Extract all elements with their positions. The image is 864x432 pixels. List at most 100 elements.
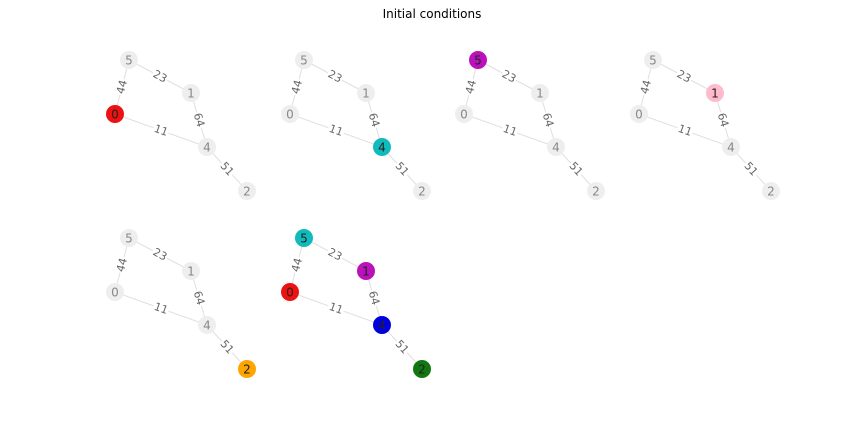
edge-weight-label: 11 [501, 122, 519, 139]
node-label: 4 [727, 141, 735, 155]
node-2 [587, 182, 605, 200]
edge-label-background [325, 245, 345, 264]
edge-weight-label: 44 [114, 79, 130, 96]
edge-label-background [365, 110, 383, 130]
edge-label-background [392, 337, 412, 357]
edge-label-background [151, 300, 171, 317]
edge-label-background [365, 288, 383, 308]
edge-label-background [217, 337, 237, 357]
node-label: 5 [300, 232, 308, 246]
edge-label-background [289, 255, 305, 275]
edge-label-background [114, 255, 130, 275]
node-4 [547, 138, 565, 156]
node-0 [281, 105, 299, 123]
node-2 [238, 182, 256, 200]
node-label: 1 [711, 87, 719, 101]
node-1 [357, 84, 375, 102]
edge-label-background [150, 245, 170, 264]
edge-weight-label: 44 [289, 79, 305, 96]
node-0 [106, 283, 124, 301]
edge-label-background [500, 122, 520, 139]
node-2 [238, 360, 256, 378]
node-label: 0 [286, 286, 294, 300]
node-4 [722, 138, 740, 156]
node-0 [281, 283, 299, 301]
edge-weight-label: 64 [366, 111, 382, 128]
edge-label-background [151, 122, 171, 139]
node-1 [706, 84, 724, 102]
node-5 [120, 229, 138, 247]
node-2 [413, 182, 431, 200]
edge-label-background [741, 159, 761, 179]
node-label: 0 [460, 108, 468, 122]
edge-label-background [539, 110, 557, 130]
node-0 [455, 105, 473, 123]
edge-label-background [150, 67, 170, 86]
edge-weight-label: 64 [191, 111, 207, 128]
edge-weight-label: 11 [676, 122, 694, 139]
edge-weight-label: 64 [366, 289, 382, 306]
node-label: 1 [187, 265, 195, 279]
edge-weight-label: 44 [638, 79, 654, 96]
node-label: 0 [111, 108, 119, 122]
edge-label-background [675, 122, 695, 139]
node-4 [373, 316, 391, 334]
node-label: 0 [635, 108, 643, 122]
node-5 [295, 229, 313, 247]
edge-weight-label: 11 [152, 122, 170, 139]
node-label: 4 [552, 141, 560, 155]
edge-weight-label: 11 [152, 300, 170, 317]
node-1 [182, 84, 200, 102]
node-5 [120, 51, 138, 69]
node-4 [373, 138, 391, 156]
node-label: 5 [649, 54, 657, 68]
node-label: 2 [243, 363, 251, 377]
node-4 [198, 316, 216, 334]
edge-weight-label: 23 [675, 67, 693, 85]
edge-weight-label: 23 [151, 67, 169, 85]
node-2 [762, 182, 780, 200]
edge-label-background [289, 77, 305, 97]
edge-label-background [392, 159, 412, 179]
node-label: 1 [362, 265, 370, 279]
edge-label-background [217, 159, 237, 179]
edge-weight-label: 44 [289, 257, 305, 274]
node-label: 4 [203, 319, 211, 333]
node-label: 1 [362, 87, 370, 101]
node-label: 2 [243, 185, 251, 199]
edge-label-background [325, 67, 345, 86]
node-1 [357, 262, 375, 280]
edge-label-background [566, 159, 586, 179]
edge-weight-label: 11 [327, 300, 345, 317]
edge-weight-label: 44 [114, 257, 130, 274]
node-0 [106, 105, 124, 123]
node-label: 4 [203, 141, 211, 155]
edge-label-background [326, 122, 346, 139]
edge-weight-label: 64 [715, 111, 731, 128]
edge-weight-label: 23 [500, 67, 518, 85]
node-1 [182, 262, 200, 280]
node-4 [198, 138, 216, 156]
edge-weight-label: 23 [326, 245, 344, 263]
node-label: 5 [125, 232, 133, 246]
edge-weight-label: 64 [191, 289, 207, 306]
edge-label-background [190, 110, 208, 130]
node-label: 2 [592, 185, 600, 199]
node-label: 2 [418, 185, 426, 199]
node-label: 4 [378, 319, 386, 333]
edge-label-background [714, 110, 732, 130]
edge-weight-label: 11 [327, 122, 345, 139]
edge-weight-label: 44 [463, 79, 479, 96]
edge-label-background [190, 288, 208, 308]
node-2 [413, 360, 431, 378]
figure-title: Initial conditions [382, 7, 482, 21]
node-label: 2 [767, 185, 775, 199]
node-5 [644, 51, 662, 69]
edge-label-background [638, 77, 654, 97]
node-label: 2 [418, 363, 426, 377]
node-5 [295, 51, 313, 69]
node-label: 4 [378, 141, 386, 155]
